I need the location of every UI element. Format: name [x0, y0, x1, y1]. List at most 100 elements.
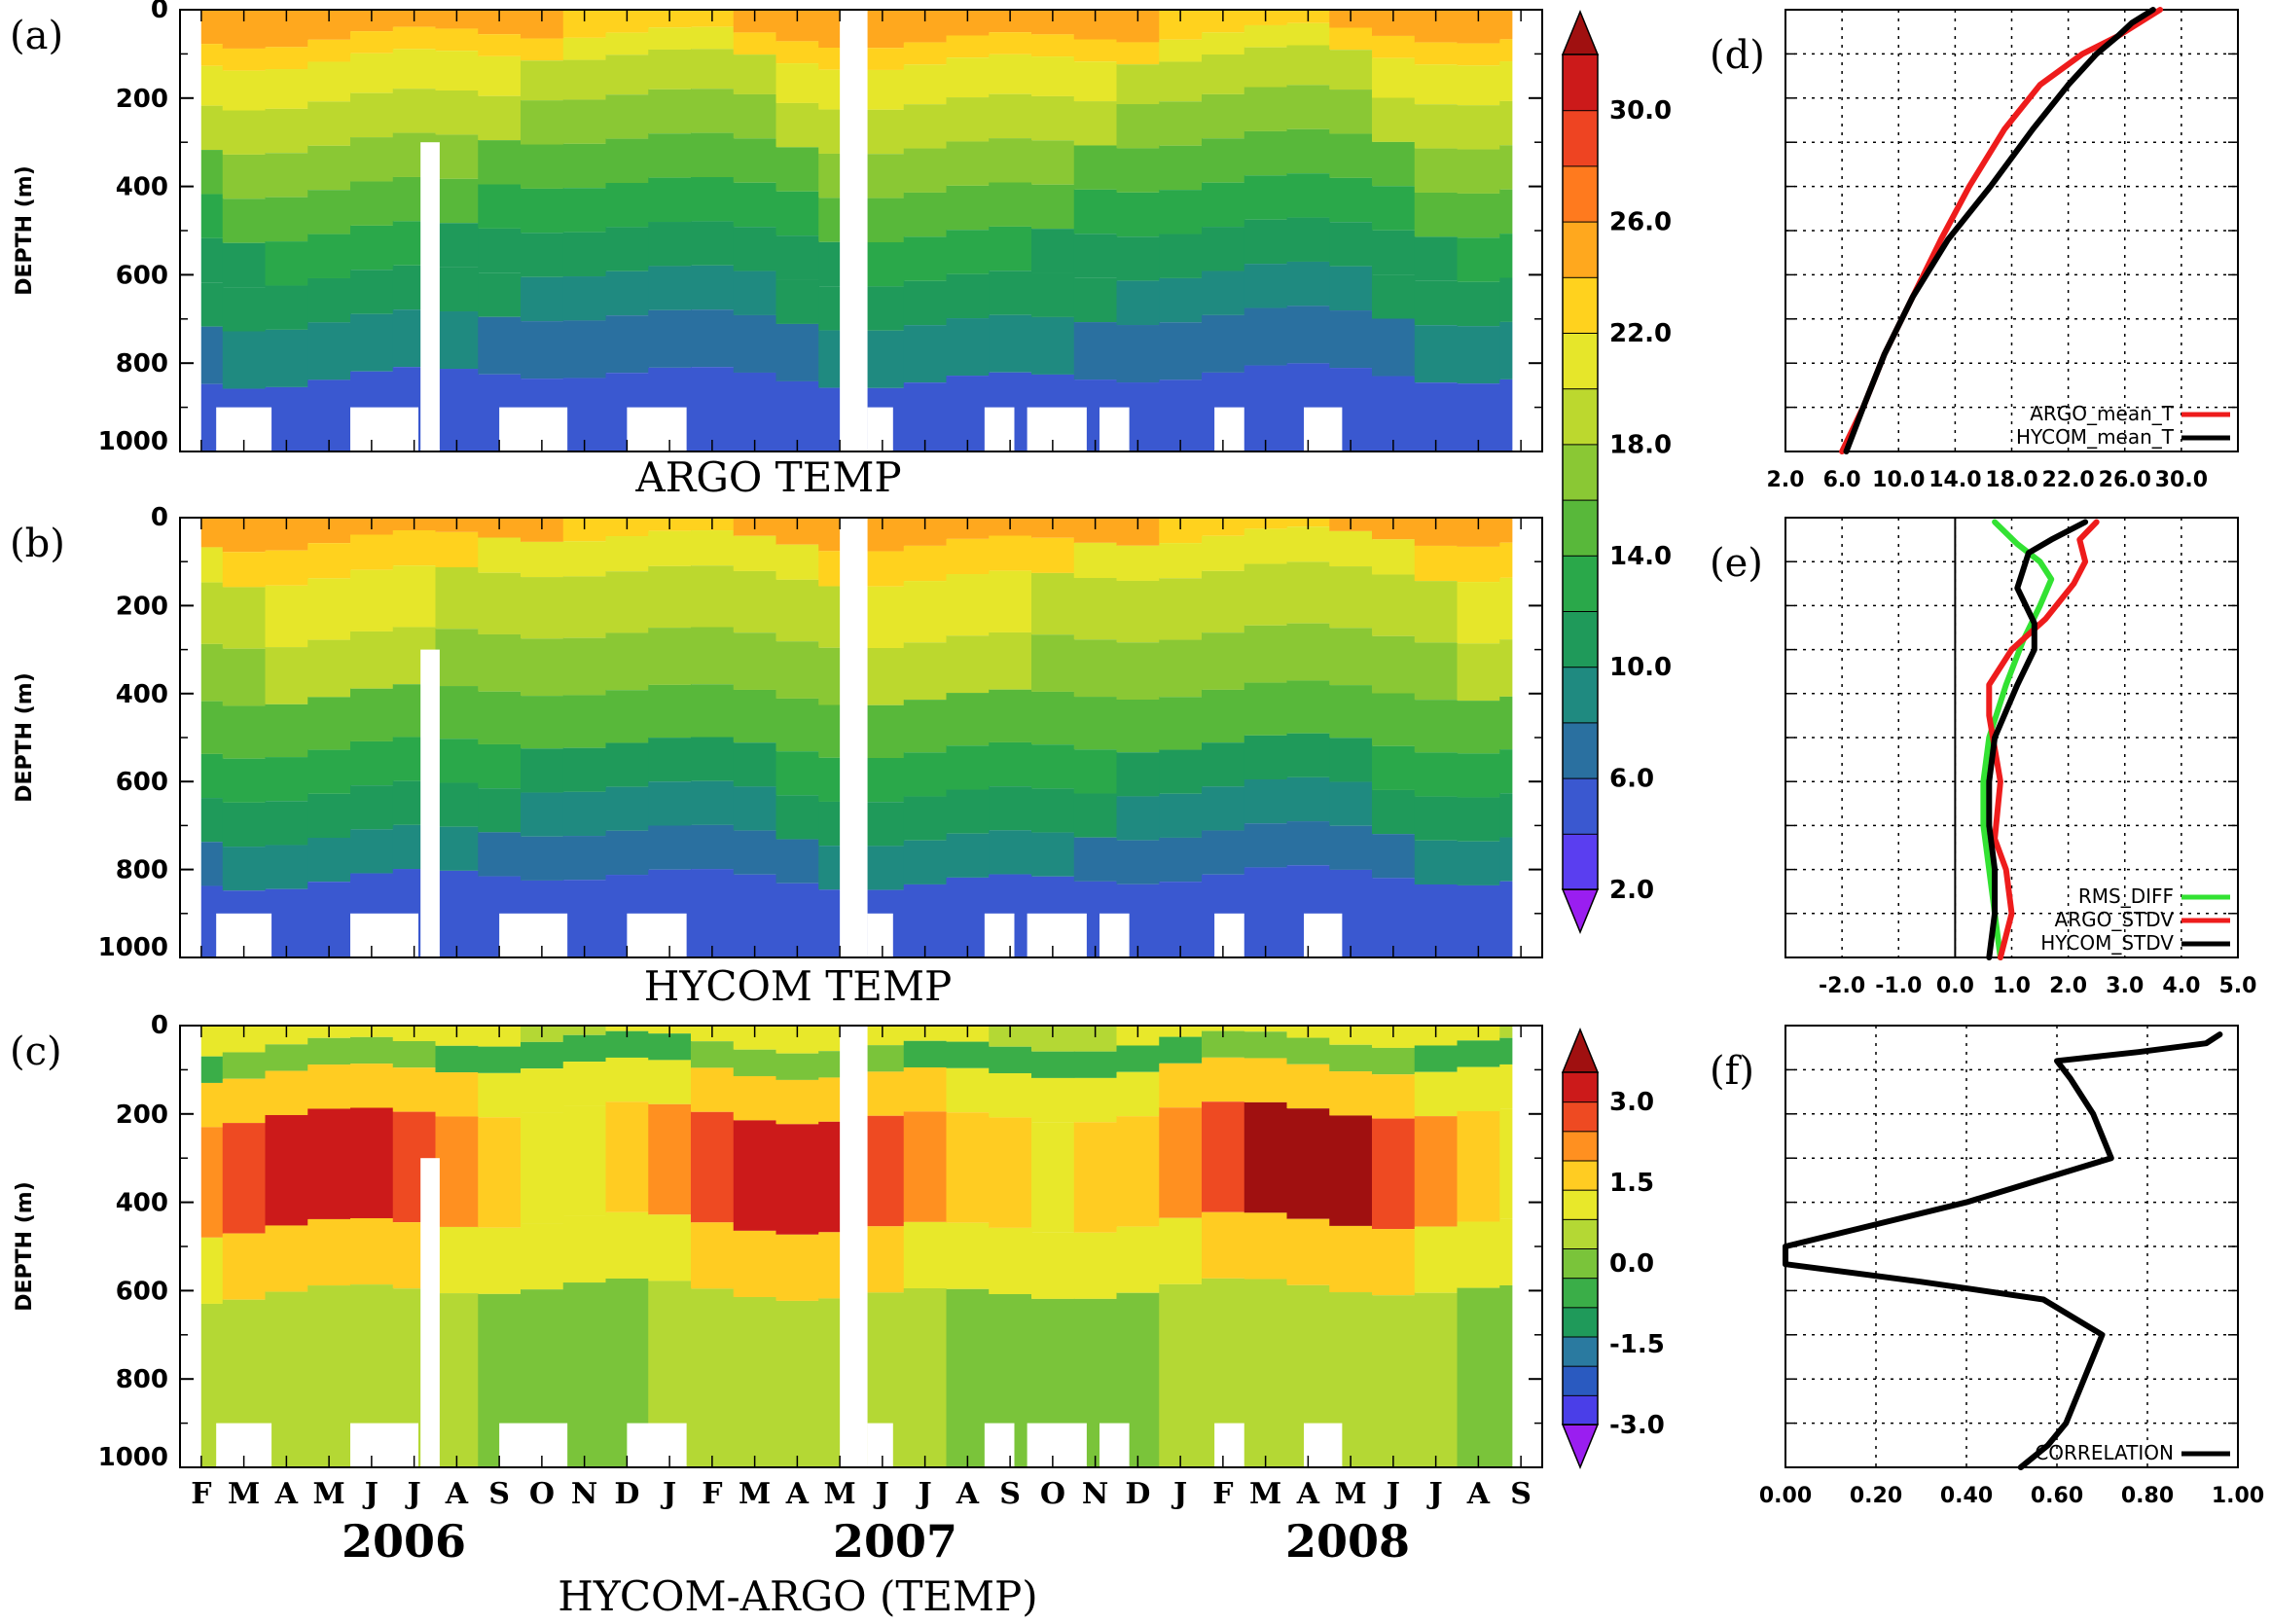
- heatmap-cell: [605, 571, 650, 633]
- heatmap-cell: [946, 693, 991, 746]
- heatmap-cell: [350, 569, 394, 632]
- heatmap-cell: [1414, 236, 1459, 281]
- heatmap-cell: [1116, 236, 1161, 281]
- heatmap-cell: [1372, 1047, 1416, 1075]
- heatmap-cell: [222, 552, 267, 588]
- colorbar-swatch: [1562, 1247, 1599, 1280]
- heatmap-cell: [1159, 234, 1203, 278]
- heatmap-cell: [691, 1288, 735, 1467]
- heatmap-cell: [521, 233, 564, 277]
- heatmap-cell: [733, 632, 777, 690]
- x-tick-label: 0.40: [1940, 1484, 1993, 1508]
- colorbar-frame: [1562, 54, 1599, 890]
- heatmap-cell: [1159, 145, 1203, 191]
- heatmap-cell: [1329, 825, 1373, 870]
- heatmap-cell: [691, 1111, 735, 1223]
- y-axis-label: DEPTH (m): [13, 672, 37, 803]
- heatmap-cell: [989, 182, 1032, 227]
- heatmap-cell: [1414, 104, 1459, 149]
- heatmap-cell: [903, 581, 948, 643]
- heatmap-cell: [1329, 781, 1373, 826]
- heatmap-cell: [775, 147, 820, 192]
- heatmap-cell: [1414, 752, 1459, 797]
- heatmap-cell: [946, 1222, 991, 1289]
- heatmap-cell: [265, 1291, 309, 1467]
- heatmap-cell: [222, 705, 267, 759]
- colorbar-cap: [1561, 1028, 1600, 1073]
- heatmap-cell: [1457, 546, 1501, 583]
- heatmap-cell: [1286, 173, 1331, 218]
- heatmap-cell: [1457, 1040, 1501, 1067]
- heatmap-cell: [265, 69, 309, 109]
- colorbar-tick-label: 14.0: [1609, 542, 1672, 571]
- heatmap-cell: [733, 874, 777, 957]
- heatmap-cell: [521, 836, 564, 881]
- heatmap-cell: [1159, 1217, 1203, 1284]
- heatmap-cell: [1286, 526, 1331, 562]
- x-tick-label: F: [702, 1477, 722, 1511]
- heatmap-cell: [989, 741, 1032, 787]
- x-tick-label: -1.0: [1875, 974, 1922, 998]
- colorbar-swatch: [1562, 1336, 1599, 1367]
- heatmap-cell: [478, 572, 522, 634]
- heatmap-cell: [903, 1111, 948, 1222]
- heatmap-cell: [691, 1067, 735, 1112]
- heatmap-cell: [392, 89, 437, 133]
- x-tick-label: J: [1384, 1477, 1400, 1511]
- data-gap: [499, 913, 568, 957]
- heatmap-cell: [435, 90, 480, 135]
- heatmap-cell: [1031, 184, 1075, 230]
- series-line-hycom-mean-t: [1843, 7, 2156, 454]
- data-gap: [840, 10, 868, 451]
- heatmap-cell: [691, 1222, 735, 1289]
- panel-label: (a): [10, 14, 63, 58]
- data-gap: [627, 407, 687, 451]
- heatmap-cell: [1414, 148, 1459, 193]
- x-tick-label: J: [362, 1477, 378, 1511]
- heatmap-cell: [1329, 1071, 1373, 1116]
- heatmap-cell: [605, 32, 650, 55]
- colorbar-swatch: [1562, 1189, 1599, 1220]
- heatmap-cell: [1414, 192, 1459, 237]
- heatmap-cell: [265, 197, 309, 242]
- x-tick-label: 30.0: [2155, 468, 2208, 492]
- heatmap-cell: [435, 567, 480, 630]
- x-tick-label: O: [1040, 1477, 1065, 1511]
- heatmap-cell: [775, 63, 820, 103]
- heatmap-cell: [521, 38, 564, 61]
- heatmap-cell: [605, 786, 650, 831]
- heatmap-cell: [605, 1101, 650, 1212]
- heatmap-cell: [775, 751, 820, 796]
- heatmap-cell: [775, 1079, 820, 1125]
- legend-label: ARGO_STDV: [2055, 908, 2175, 931]
- heatmap-cell: [733, 1075, 777, 1121]
- heatmap-cell: [562, 378, 607, 451]
- heatmap-cell: [1329, 1044, 1373, 1072]
- heatmap-cell: [1159, 39, 1203, 62]
- heatmap-cell: [1414, 1071, 1459, 1117]
- x-tick-label: 0.80: [2121, 1484, 2174, 1508]
- heatmap-cell: [989, 1227, 1032, 1294]
- heatmap-cell: [521, 188, 564, 234]
- heatmap-cell: [307, 1037, 351, 1065]
- heatmap-cell: [775, 1234, 820, 1301]
- heatmap-cell: [265, 1225, 309, 1292]
- colorbar-cap: [1561, 1424, 1600, 1469]
- heatmap-cell: [1457, 105, 1501, 150]
- heatmap-cell: [989, 535, 1032, 571]
- colorbar-swatch: [1562, 1160, 1599, 1191]
- heatmap-cell: [350, 1107, 394, 1218]
- x-tick-label: 1.0: [1993, 974, 2031, 998]
- colorbar-tick-label: 30.0: [1609, 96, 1672, 126]
- heatmap-cell: [1073, 1232, 1118, 1299]
- y-tick-label: 200: [116, 85, 168, 114]
- x-tick-label: 2.0: [1767, 468, 1805, 492]
- heatmap-cell: [350, 31, 394, 54]
- heatmap-cell: [521, 276, 564, 322]
- heatmap-cell: [562, 1215, 607, 1283]
- heatmap-cell: [775, 41, 820, 64]
- heatmap-cell: [1073, 793, 1118, 838]
- x-tick-label: 22.0: [2041, 468, 2094, 492]
- heatmap-cell: [478, 1046, 522, 1073]
- heatmap-cell: [861, 704, 905, 758]
